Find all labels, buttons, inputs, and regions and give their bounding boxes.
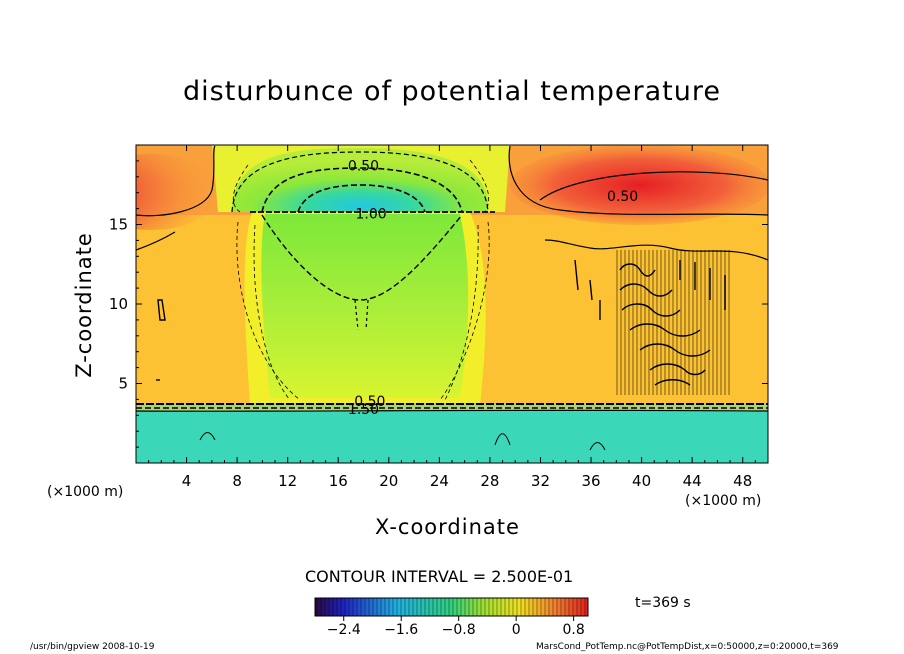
contour-label: 1.50: [348, 402, 379, 418]
contour-lines: [136, 145, 768, 451]
colorbar-tick-label: −2.4: [326, 622, 361, 638]
colorbar-levels: [315, 598, 588, 616]
field-fill: [136, 145, 768, 463]
colorbar-tick-label: 0.8: [562, 622, 585, 638]
y-tick-label: 10: [109, 295, 128, 313]
x-unit-label-right: (×1000 m): [685, 493, 762, 509]
x-tick-label: 4: [182, 472, 192, 490]
x-tick-label: 28: [480, 472, 499, 490]
x-tick-label: 8: [232, 472, 242, 490]
colorbar-tick-label: −0.8: [441, 622, 476, 638]
y-axis: 5 10 15: [109, 160, 768, 448]
x-tick-label: 36: [581, 472, 600, 490]
contour-label: 0.50: [348, 159, 379, 175]
x-tick-label: 48: [733, 472, 752, 490]
x-unit-label-left: (×1000 m): [47, 484, 124, 500]
y-tick-label: 5: [118, 375, 128, 393]
x-tick-label: 20: [379, 472, 398, 490]
contour-label: 1.00: [356, 206, 387, 222]
x-tick-label: 24: [430, 472, 449, 490]
time-label: t=369 s: [635, 595, 691, 611]
footer-left: /usr/bin/gpview 2008-10-19: [30, 642, 155, 652]
x-tick-label: 32: [531, 472, 550, 490]
contour-labels: 0.501.000.500.501.50: [348, 159, 638, 418]
x-axis: 4 8 12 16 20 24 28 32 36 40 44 48: [148, 145, 756, 490]
chart-title: disturbunce of potential temperature: [183, 76, 721, 107]
contour-label: 0.50: [354, 394, 385, 410]
colorbar-ticks: [343, 616, 575, 621]
x-tick-label: 16: [329, 472, 348, 490]
x-tick-label: 44: [683, 472, 702, 490]
y-axis-label: Z-coordinate: [72, 232, 96, 378]
noisy-contours: [574, 259, 726, 386]
x-tick-label: 40: [632, 472, 651, 490]
colorbar-tick-label: −1.6: [384, 622, 419, 638]
contour-interval: CONTOUR INTERVAL = 2.500E-01: [305, 567, 574, 586]
colorbar-tick-label: 0: [511, 622, 521, 638]
contour-label: 0.50: [607, 189, 638, 205]
y-tick-label: 15: [109, 216, 128, 234]
x-tick-label: 12: [278, 472, 297, 490]
x-axis-label: X-coordinate: [375, 515, 520, 539]
footer-right: MarsCond_PotTemp.nc@PotTempDist,x=0:5000…: [536, 642, 839, 652]
